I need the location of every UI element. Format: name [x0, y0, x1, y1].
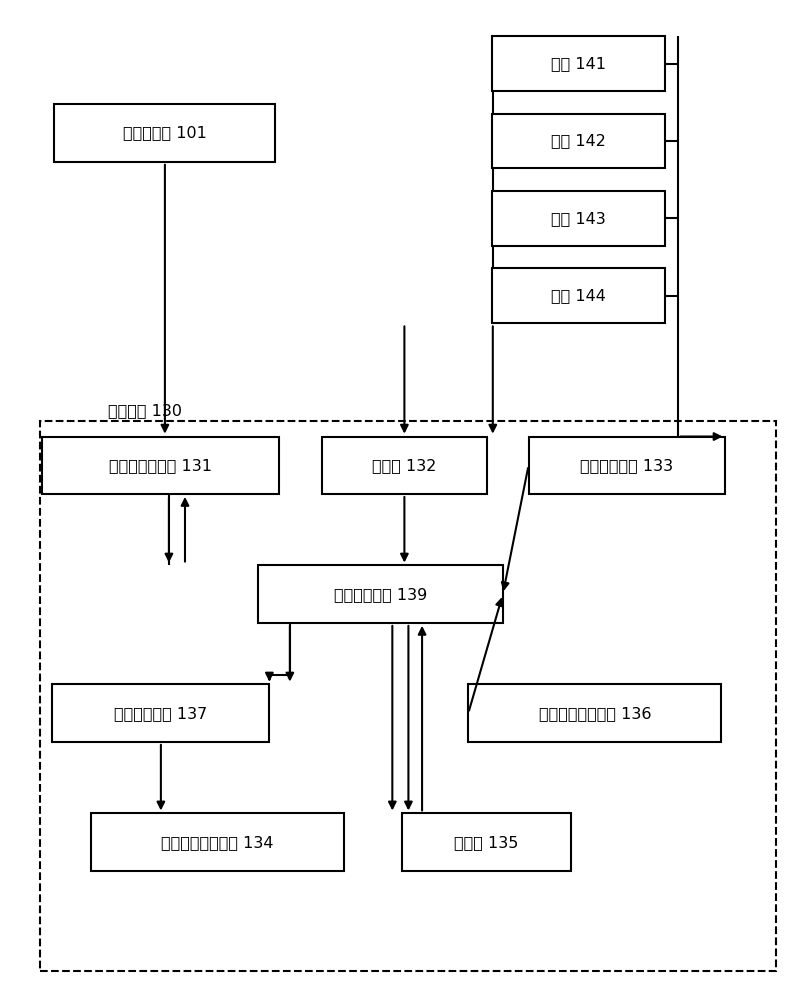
Text: 测试构件 130: 测试构件 130	[108, 403, 182, 418]
Bar	[491, 191, 664, 246]
Text: 断裂监测单元 133: 断裂监测单元 133	[580, 458, 673, 473]
Text: 极片 143: 极片 143	[551, 211, 606, 226]
Text: 存储器 135: 存储器 135	[453, 835, 518, 850]
Bar	[257, 565, 502, 623]
Text: 第一测试板 101: 第一测试板 101	[122, 126, 207, 141]
Bar	[54, 104, 275, 162]
Text: 摩擦次数计数器 131: 摩擦次数计数器 131	[109, 458, 212, 473]
Bar	[91, 813, 343, 871]
Bar	[322, 437, 486, 494]
Text: 测试控制单元 139: 测试控制单元 139	[333, 587, 427, 602]
Bar	[53, 684, 269, 742]
Text: 起始状态判断单元 136: 起始状态判断单元 136	[538, 706, 650, 721]
Bar	[468, 684, 720, 742]
Bar	[491, 36, 664, 91]
Text: 驱动控制单元 137: 驱动控制单元 137	[114, 706, 208, 721]
Text: 极片 142: 极片 142	[551, 134, 606, 149]
Bar	[491, 114, 664, 168]
Bar	[491, 268, 664, 323]
Text: 测温器 132: 测温器 132	[371, 458, 436, 473]
Bar	[401, 813, 570, 871]
Bar	[42, 437, 279, 494]
Text: 测试结果输出单元 134: 测试结果输出单元 134	[161, 835, 273, 850]
Bar	[41, 421, 775, 971]
Text: 极片 141: 极片 141	[551, 56, 606, 71]
Text: 极片 144: 极片 144	[551, 288, 606, 303]
Bar	[528, 437, 724, 494]
